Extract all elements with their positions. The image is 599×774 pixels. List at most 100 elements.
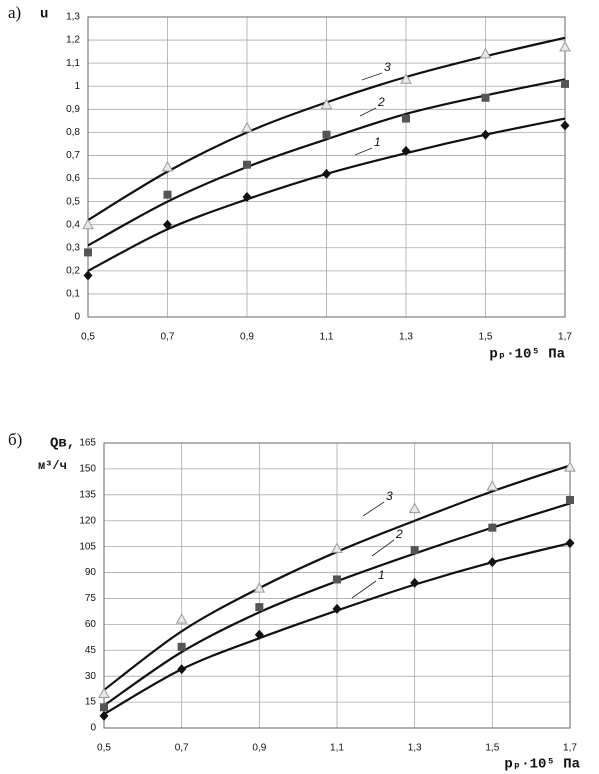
label-leader bbox=[371, 539, 395, 557]
y-tick-label: 0,7 bbox=[66, 150, 80, 161]
x-axis-label: pₚ·10⁵ Па bbox=[489, 347, 565, 363]
y-tick-label: 105 bbox=[79, 541, 96, 552]
data-point bbox=[564, 461, 576, 472]
y-tick-label: 90 bbox=[85, 567, 97, 578]
data-point bbox=[481, 129, 490, 140]
panel-label: б) bbox=[8, 430, 22, 449]
curve-label: 2 bbox=[395, 527, 403, 541]
data-point bbox=[98, 687, 110, 698]
data-point bbox=[486, 480, 499, 491]
y-tick-label: 0,3 bbox=[66, 242, 80, 253]
x-axis-label: pₚ·10⁵ Па bbox=[504, 757, 580, 773]
data-point bbox=[566, 496, 574, 504]
x-tick-label: 1,7 bbox=[563, 743, 577, 754]
y-tick-label: 0,5 bbox=[66, 196, 80, 207]
data-point bbox=[99, 710, 109, 721]
y-axis-label: u bbox=[40, 7, 48, 23]
y-tick-label: 120 bbox=[79, 515, 96, 526]
data-point bbox=[163, 219, 172, 230]
x-tick-label: 1,3 bbox=[408, 743, 422, 754]
y-tick-label: 0,9 bbox=[66, 104, 80, 115]
data-point bbox=[481, 93, 490, 102]
y-tick-label: 0,6 bbox=[66, 173, 80, 184]
y-axis-label: Qв, bbox=[50, 436, 75, 452]
data-point bbox=[254, 629, 264, 640]
y-tick-label: 1,3 bbox=[66, 12, 80, 23]
y-tick-label: 0 bbox=[90, 723, 96, 734]
data-point bbox=[333, 575, 341, 584]
x-tick-label: 0,7 bbox=[175, 743, 189, 754]
y-tick-label: 135 bbox=[79, 489, 96, 500]
curve-label: 3 bbox=[384, 60, 391, 74]
y-tick-label: 45 bbox=[85, 645, 97, 656]
data-point bbox=[561, 79, 569, 88]
y-tick-label: 60 bbox=[85, 619, 97, 630]
data-point bbox=[410, 546, 419, 555]
plot-frame bbox=[87, 16, 566, 318]
data-point bbox=[255, 603, 264, 612]
data-point bbox=[400, 73, 412, 84]
x-tick-label: 1,1 bbox=[320, 332, 334, 343]
y-tick-label: 165 bbox=[79, 438, 96, 449]
x-tick-label: 0,5 bbox=[81, 332, 95, 343]
data-point bbox=[243, 160, 251, 169]
data-point bbox=[410, 577, 420, 588]
data-point bbox=[320, 98, 333, 110]
data-point bbox=[82, 218, 94, 230]
y-tick-label: 0,4 bbox=[66, 219, 80, 230]
y-tick-label: 1,2 bbox=[66, 35, 80, 46]
label-leader bbox=[361, 72, 383, 81]
x-tick-label: 0,9 bbox=[240, 332, 254, 343]
plot-frame bbox=[103, 442, 571, 729]
data-point bbox=[408, 502, 421, 514]
data-point bbox=[565, 538, 575, 549]
y-tick-label: 75 bbox=[85, 593, 97, 604]
label-leader bbox=[354, 147, 373, 156]
y-tick-label: 0 bbox=[74, 312, 80, 323]
data-point bbox=[161, 160, 174, 172]
data-point bbox=[253, 582, 266, 593]
y-tick-label: 1 bbox=[74, 81, 80, 92]
x-tick-label: 1,3 bbox=[399, 332, 413, 343]
data-point bbox=[83, 270, 93, 281]
y-axis-unit: м³/ч bbox=[38, 459, 67, 473]
data-point bbox=[100, 703, 108, 712]
data-point bbox=[322, 168, 331, 179]
x-tick-label: 1,5 bbox=[479, 332, 493, 343]
data-point bbox=[175, 613, 188, 624]
curve-label: 1 bbox=[378, 568, 385, 582]
label-leader bbox=[351, 580, 377, 599]
data-point bbox=[401, 145, 411, 156]
x-tick-label: 0,9 bbox=[252, 743, 266, 754]
data-point bbox=[402, 114, 410, 123]
y-tick-label: 0,2 bbox=[66, 265, 80, 276]
data-point bbox=[177, 642, 186, 651]
x-tick-label: 1,1 bbox=[330, 743, 344, 754]
x-tick-label: 1,5 bbox=[485, 743, 499, 754]
data-point bbox=[479, 47, 492, 59]
data-point bbox=[332, 603, 342, 614]
data-point bbox=[241, 121, 253, 133]
data-point bbox=[177, 664, 187, 675]
y-tick-label: 15 bbox=[85, 697, 97, 708]
data-point bbox=[560, 120, 570, 131]
data-point bbox=[163, 190, 172, 199]
curve-label: 3 bbox=[386, 489, 393, 503]
x-tick-label: 0,5 bbox=[97, 743, 111, 754]
data-point bbox=[487, 557, 497, 568]
data-point bbox=[322, 130, 331, 139]
x-tick-label: 1,7 bbox=[558, 332, 572, 343]
data-point bbox=[559, 40, 571, 52]
label-leader bbox=[362, 501, 385, 517]
data-point bbox=[242, 192, 252, 202]
data-point bbox=[488, 523, 497, 532]
data-point bbox=[84, 248, 92, 257]
y-tick-label: 150 bbox=[79, 464, 96, 475]
data-point bbox=[331, 542, 343, 553]
x-tick-label: 0,7 bbox=[161, 332, 175, 343]
curve-label: 1 bbox=[374, 135, 381, 149]
y-tick-label: 0,1 bbox=[66, 289, 80, 300]
curve-label: 2 bbox=[377, 95, 385, 109]
panel-label: а) bbox=[8, 3, 21, 22]
